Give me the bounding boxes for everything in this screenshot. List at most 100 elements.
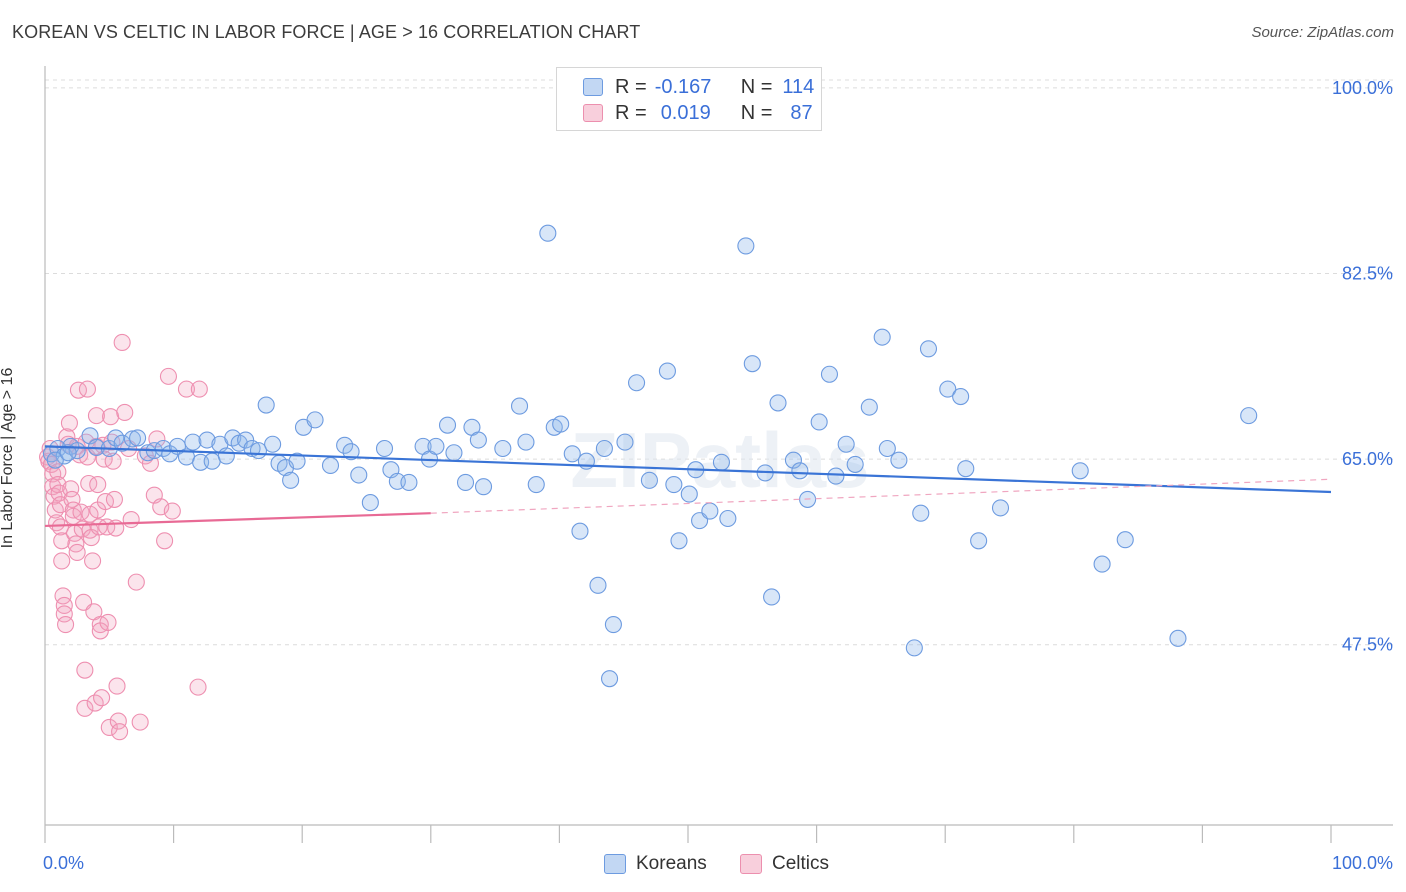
korean-point [905, 639, 923, 657]
celtic-point [156, 532, 174, 550]
bottom-swatch-koreans [604, 854, 626, 874]
korean-point [203, 452, 221, 470]
korean-point [113, 434, 131, 452]
korean-point [873, 328, 891, 346]
celtic-point [159, 367, 178, 385]
correlation-legend: R = -0.167 N = 114 R = 0.019 N = 87 [556, 67, 822, 131]
bottom-legend-label: Koreans [636, 853, 707, 874]
legend-r-value: 0.019 [660, 101, 711, 124]
korean-point [601, 670, 619, 688]
korean-point [763, 588, 781, 606]
korean-trend-line [44, 445, 1332, 494]
celtic-point [104, 452, 122, 470]
celtic-point [163, 502, 181, 520]
korean-point [957, 460, 975, 478]
korean-point [837, 435, 855, 453]
korean-point [237, 431, 255, 449]
korean-point [350, 466, 368, 484]
celtic-point [67, 535, 85, 553]
legend-r-label: R = [615, 101, 647, 124]
korean-point [912, 504, 930, 522]
celtic-point [53, 552, 71, 570]
korean-point [680, 485, 698, 503]
celtic-point [87, 407, 105, 425]
korean-point [784, 451, 803, 469]
korean-point [701, 502, 719, 520]
korean-point [184, 433, 202, 451]
korean-point [257, 396, 275, 414]
bottom-legend-koreans: Koreans [604, 851, 707, 877]
celtic-point [141, 454, 160, 472]
korean-point [1093, 555, 1111, 573]
korean-point [719, 509, 737, 528]
celtic-point [116, 403, 134, 421]
celtic-point [177, 380, 196, 398]
bottom-legend-celtics: Celtics [740, 851, 829, 877]
korean-point [321, 456, 340, 475]
korean-point [474, 478, 493, 496]
korean-point [539, 224, 557, 242]
korean-point [991, 499, 1010, 517]
y-tick-label: 82.5% [1342, 264, 1393, 284]
korean-point [860, 398, 878, 416]
x-tick-label: 0.0% [43, 853, 84, 873]
celtic-point [89, 476, 107, 494]
korean-point [737, 237, 755, 255]
legend-n-value: 114 [782, 75, 815, 98]
korean-point [952, 387, 970, 406]
korean-point [1169, 629, 1187, 647]
tick-labels: 47.5% 65.0% 82.5% 100.0% 0.0% 100.0% [43, 78, 1393, 873]
celtic-point [84, 552, 102, 570]
korean-point [438, 416, 457, 434]
korean-point [527, 476, 545, 494]
celtic-point [111, 723, 129, 741]
celtic-point [102, 408, 120, 426]
legend-n-label: N = [740, 75, 773, 98]
korean-point [375, 439, 394, 458]
trend-lines [44, 445, 1332, 528]
bottom-legend-label: Celtics [772, 853, 830, 874]
korean-point [595, 439, 613, 458]
korean-point [139, 444, 157, 462]
celtic-point [76, 699, 94, 717]
celtic-point [122, 511, 140, 529]
legend-n-label: N = [740, 101, 773, 124]
grid-lines [45, 79, 1393, 646]
watermark: ZIPatlas [570, 416, 869, 504]
korean-point [46, 451, 64, 469]
korean-point [970, 532, 988, 550]
korean-point [1240, 407, 1258, 425]
celtic-point [93, 689, 111, 707]
axes [44, 66, 1393, 843]
celtic-trend-line [44, 512, 431, 528]
korean-point [712, 453, 730, 471]
korean-point [342, 443, 360, 461]
korean-point [282, 471, 300, 489]
korean-point [288, 452, 306, 470]
celtic-point [49, 476, 67, 494]
korean-point [919, 340, 938, 358]
korean-point [456, 473, 475, 491]
korean-point [400, 473, 418, 491]
celtic-trend-extension [430, 478, 1332, 514]
korean-point [571, 522, 589, 540]
korean-point [827, 467, 845, 485]
korean-point [890, 451, 908, 469]
korean-point [743, 355, 761, 373]
korean-point [846, 455, 864, 473]
legend-row-koreans: R = -0.167 N = 114 [583, 75, 814, 99]
celtic-point [127, 573, 145, 591]
celtic-point [51, 518, 69, 536]
celtic-point [99, 613, 117, 631]
korean-point [129, 429, 147, 447]
legend-n-value: 87 [790, 101, 813, 124]
korean-point [427, 437, 445, 455]
korean-point [517, 433, 535, 451]
korean-point [494, 439, 512, 458]
celtic-point [46, 501, 64, 519]
y-tick-label: 47.5% [1342, 635, 1393, 655]
korean-point [217, 447, 235, 465]
chart-title: KOREAN VS CELTIC IN LABOR FORCE | AGE > … [12, 22, 641, 42]
korean-point [640, 471, 658, 489]
celtic-point [100, 718, 118, 736]
